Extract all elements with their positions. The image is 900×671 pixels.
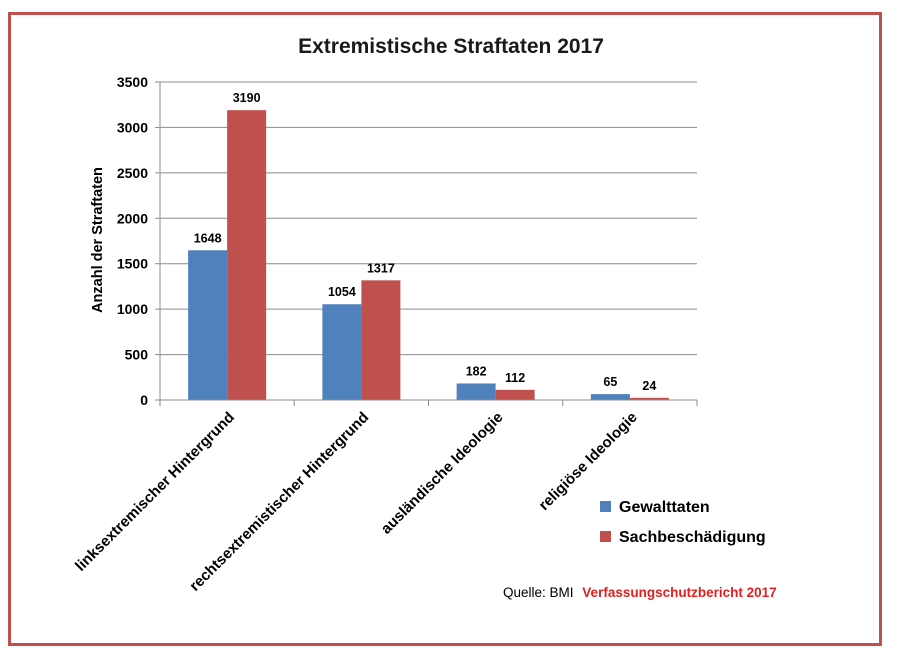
y-tick-label: 1500 (117, 256, 148, 272)
x-category-label: ausländische Ideologie (378, 409, 507, 538)
bar-gewalttaten (590, 394, 630, 400)
x-category-label: linksextremischer Hintergrund (72, 409, 238, 575)
legend-swatch (600, 501, 611, 512)
category-labels: linksextremischer Hintergrundrechtsextre… (72, 409, 641, 595)
legend-label: Sachbeschädigung (619, 529, 766, 546)
bar-gewalttaten (322, 304, 362, 400)
legend: Gewalttaten Sachbeschädigung (600, 499, 766, 546)
chart-title: Extremistische Straftaten 2017 (298, 35, 604, 58)
source-highlight: Verfassungschutzbericht 2017 (582, 585, 776, 600)
data-label: 112 (505, 371, 525, 385)
data-label: 1648 (194, 231, 222, 245)
data-label: 182 (466, 364, 487, 378)
source-prefix: Quelle: BMI (503, 585, 574, 600)
data-label: 1317 (367, 261, 395, 275)
bar-gewalttaten (188, 250, 228, 400)
axes (159, 82, 698, 406)
legend-swatch (600, 531, 611, 542)
bars (188, 110, 669, 400)
legend-label: Gewalttaten (619, 499, 710, 516)
y-tick-label: 3000 (117, 119, 148, 135)
bar-sachbeschaedigung (629, 397, 669, 400)
bar-gewalttaten (456, 383, 496, 400)
bar-sachbeschaedigung (361, 280, 401, 400)
y-tick-label: 500 (125, 347, 149, 363)
chart-frame (8, 12, 882, 646)
y-tick-label: 0 (140, 392, 148, 408)
data-label: 24 (642, 379, 656, 393)
y-tick-label: 2000 (117, 210, 148, 226)
data-label: 3190 (233, 91, 261, 105)
source-note: Quelle: BMI Verfassungschutzbericht 2017 (503, 585, 777, 600)
bar-sachbeschaedigung (227, 110, 267, 400)
bar-sachbeschaedigung (495, 389, 535, 400)
data-label: 1054 (328, 285, 356, 299)
y-tick-label: 3500 (117, 74, 148, 90)
y-tick-label: 2500 (117, 165, 148, 181)
y-axis-title: Anzahl der Straftaten (90, 167, 106, 313)
y-tick-label: 1000 (117, 301, 148, 317)
y-axis-ticks: 0 500 1000 1500 2000 2500 3000 3500 (117, 74, 160, 408)
data-label: 65 (603, 375, 617, 389)
data-labels: 1648 1054 182 65 3190 1317 112 24 (194, 91, 657, 393)
